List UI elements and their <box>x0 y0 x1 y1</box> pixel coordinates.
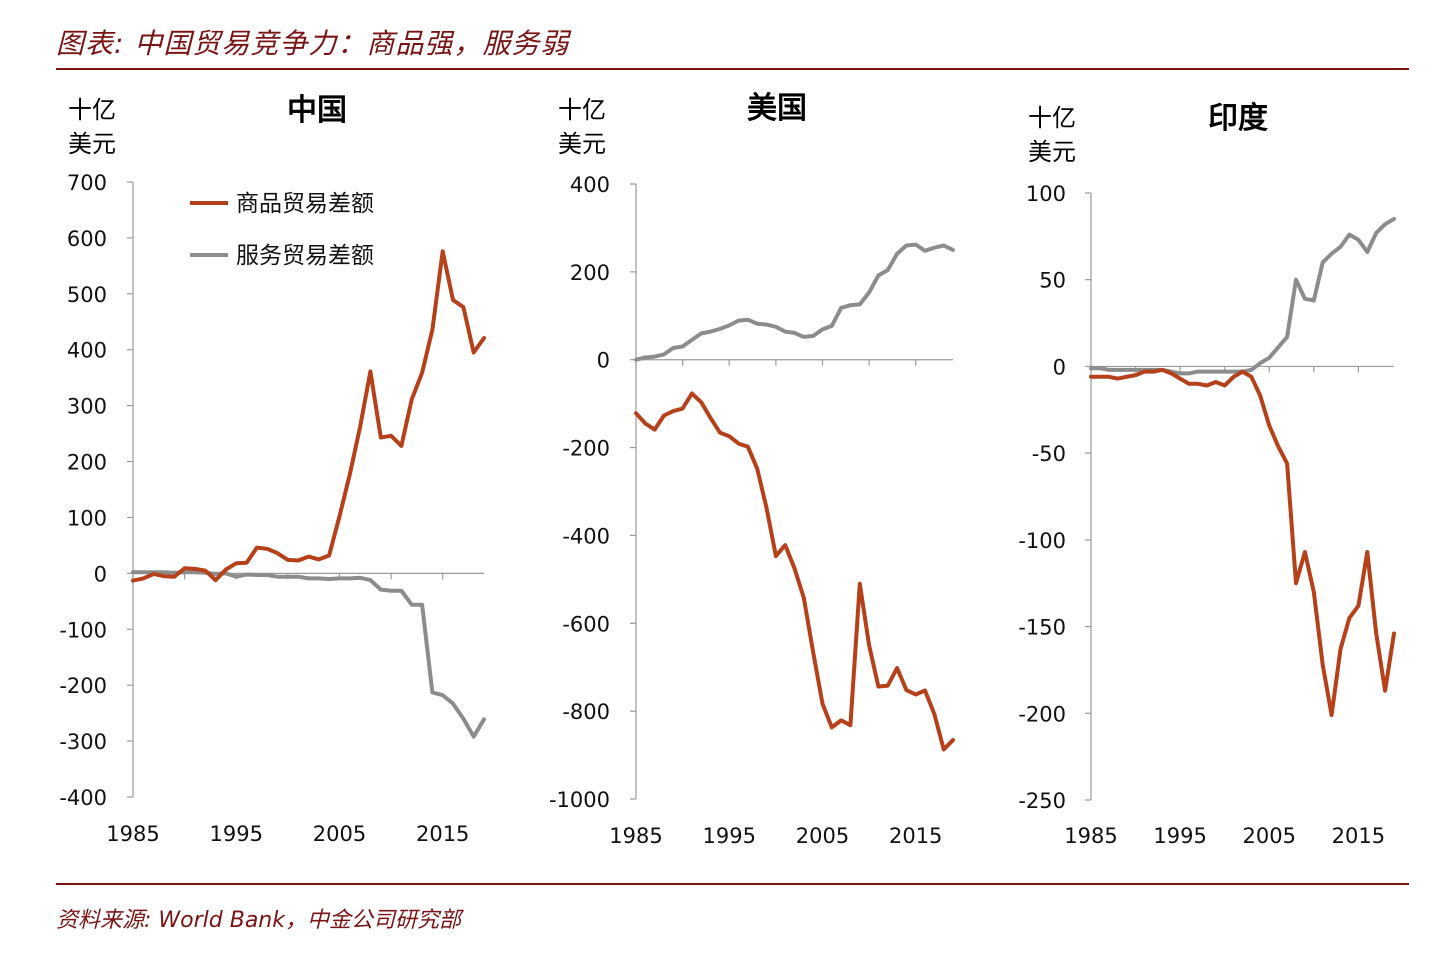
x-tick-label-india: 1995 <box>1153 824 1206 848</box>
y-unit-label-usa-line2: 美元 <box>558 130 606 158</box>
title-divider <box>56 68 1409 70</box>
source-note: 资料来源: World Bank，中金公司研究部 <box>56 908 461 933</box>
y-tick-label-china: 0 <box>94 562 107 586</box>
y-tick-label-india: -100 <box>1018 529 1066 553</box>
y-tick-label-china: 400 <box>67 339 107 363</box>
y-tick-label-china: 100 <box>67 506 107 530</box>
y-tick-label-india: -150 <box>1018 616 1066 640</box>
y-tick-label-usa: -1000 <box>549 788 610 812</box>
series-line-services-china <box>131 570 486 739</box>
x-tick-label-china: 1985 <box>106 822 159 846</box>
x-tick-label-usa: 1985 <box>609 824 662 848</box>
y-tick-label-usa: 400 <box>570 173 610 197</box>
y-tick-label-china: 300 <box>67 395 107 419</box>
y-tick-label-china: -100 <box>59 618 107 642</box>
x-tick-label-india: 2015 <box>1332 824 1385 848</box>
y-unit-label-usa: 十亿 <box>558 96 606 124</box>
series-line-goods-china <box>131 249 486 583</box>
y-tick-label-india: -50 <box>1032 442 1066 466</box>
x-tick-label-china: 2005 <box>313 822 366 846</box>
source-divider <box>56 883 1409 885</box>
y-tick-label-china: 200 <box>67 451 107 475</box>
y-tick-label-india: 0 <box>1053 355 1066 379</box>
chart-title-usa: 美国 <box>747 91 807 126</box>
y-tick-label-usa: -600 <box>562 612 610 636</box>
legend: 商品贸易差额 服务贸易差额 <box>190 191 374 269</box>
x-tick-label-india: 1985 <box>1064 824 1117 848</box>
legend-label-goods: 商品贸易差额 <box>236 191 374 217</box>
y-tick-label-china: -300 <box>59 730 107 754</box>
x-tick-label-india: 2005 <box>1243 824 1296 848</box>
legend-label-services: 服务贸易差额 <box>236 243 374 269</box>
figure-title: 图表: 中国贸易竞争力：商品强，服务弱 <box>56 27 570 60</box>
y-unit-label-china-line2: 美元 <box>68 130 116 158</box>
y-tick-label-india: -250 <box>1018 789 1066 813</box>
y-tick-label-china: -200 <box>59 674 107 698</box>
chart-title-china: 中国 <box>287 93 347 128</box>
y-tick-label-usa: -200 <box>562 437 610 461</box>
x-tick-label-usa: 1995 <box>703 824 756 848</box>
series-line-goods-india <box>1089 367 1396 717</box>
y-tick-label-india: 50 <box>1039 269 1066 293</box>
y-tick-label-usa: -800 <box>562 700 610 724</box>
series-line-goods-usa <box>634 391 955 752</box>
y-tick-label-china: 600 <box>67 227 107 251</box>
chart-title-india: 印度 <box>1208 101 1268 136</box>
y-tick-label-china: 700 <box>67 171 107 195</box>
y-tick-label-india: -200 <box>1018 702 1066 726</box>
x-tick-label-china: 2015 <box>416 822 469 846</box>
y-unit-label-india: 十亿 <box>1028 104 1076 132</box>
y-tick-label-usa: 0 <box>597 349 610 373</box>
series-line-services-india <box>1089 217 1396 376</box>
series-line-services-usa <box>634 242 955 362</box>
y-unit-label-china: 十亿 <box>68 96 116 124</box>
y-tick-label-india: 100 <box>1026 182 1066 206</box>
x-tick-label-usa: 2015 <box>889 824 942 848</box>
y-unit-label-india-line2: 美元 <box>1028 138 1076 166</box>
x-tick-label-china: 1995 <box>210 822 263 846</box>
y-tick-label-usa: 200 <box>570 261 610 285</box>
y-tick-label-china: 500 <box>67 283 107 307</box>
y-tick-label-china: -400 <box>59 786 107 810</box>
x-tick-label-usa: 2005 <box>796 824 849 848</box>
y-tick-label-usa: -400 <box>562 524 610 548</box>
